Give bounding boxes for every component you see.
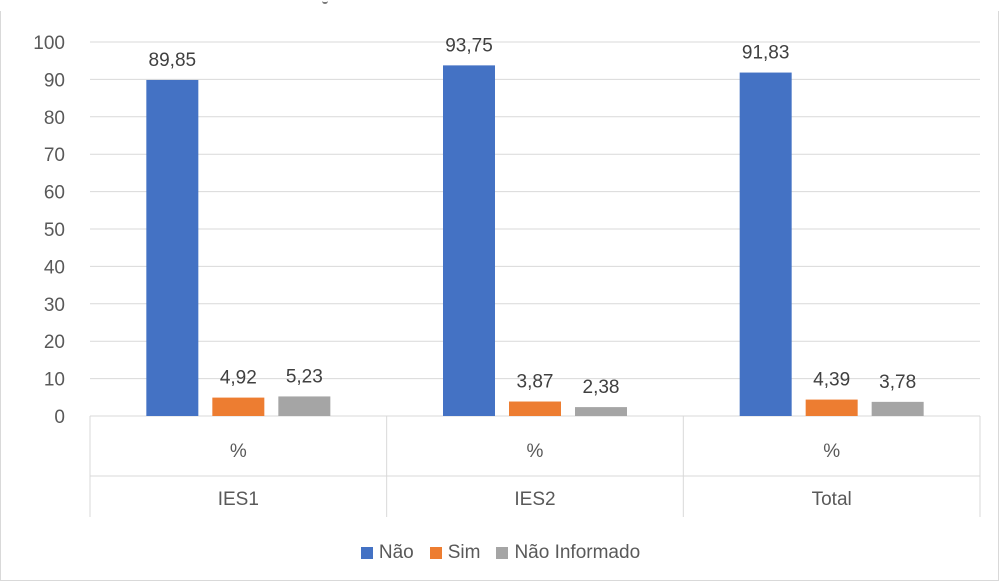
y-tick-label: 10 [44, 370, 65, 391]
bar [509, 401, 561, 416]
legend-label-sim: Sim [447, 542, 481, 563]
legend: Não Sim Não Informado [0, 542, 1001, 564]
legend-swatch-nao-informado [496, 547, 509, 559]
y-tick-label: 60 [44, 183, 65, 204]
bar [443, 65, 495, 416]
cropped-top-edge [0, 0, 1001, 11]
legend-swatch-sim [429, 547, 442, 559]
y-tick-label: 50 [44, 220, 65, 241]
y-tick-label: 30 [44, 295, 65, 316]
y-tick-label: 80 [44, 108, 65, 129]
y-tick-label: 70 [44, 145, 65, 166]
data-label: 89,85 [149, 50, 197, 71]
bar [146, 79, 199, 416]
legend-item-sim: Sim [429, 542, 481, 564]
legend-label-nao: Não [378, 542, 414, 563]
bar [805, 399, 858, 416]
y-tick-label: 100 [33, 33, 65, 54]
x-group-label: IES2 [514, 489, 555, 510]
data-label: 3,87 [517, 372, 554, 393]
y-tick-label: 0 [54, 407, 65, 428]
x-subcategory-label: % [230, 441, 247, 462]
y-tick-label: 20 [44, 332, 65, 353]
data-label: 3,78 [879, 372, 916, 393]
data-label: 93,75 [445, 35, 493, 56]
x-group-label: Total [812, 489, 852, 510]
legend-swatch-nao [360, 547, 373, 559]
bar [212, 397, 265, 416]
legend-item-nao: Não [360, 542, 414, 564]
y-tick-label: 40 [44, 257, 65, 278]
x-subcategory-label: % [527, 441, 544, 462]
legend-label-nao-informado: Não Informado [514, 542, 641, 563]
data-label: 5,23 [286, 366, 323, 387]
bar [739, 72, 792, 417]
bar [871, 401, 924, 416]
bar [278, 396, 331, 416]
bar [575, 407, 627, 416]
x-subcategory-label: % [823, 441, 840, 462]
x-group-label: IES1 [218, 489, 259, 510]
y-tick-label: 90 [44, 70, 65, 91]
cropped-mark [322, 0, 328, 4]
legend-item-nao-informado: Não Informado [496, 542, 640, 564]
data-label: 4,92 [220, 368, 257, 389]
data-label: 4,39 [813, 370, 850, 391]
data-label: 91,83 [742, 43, 790, 64]
data-label: 2,38 [583, 377, 620, 398]
